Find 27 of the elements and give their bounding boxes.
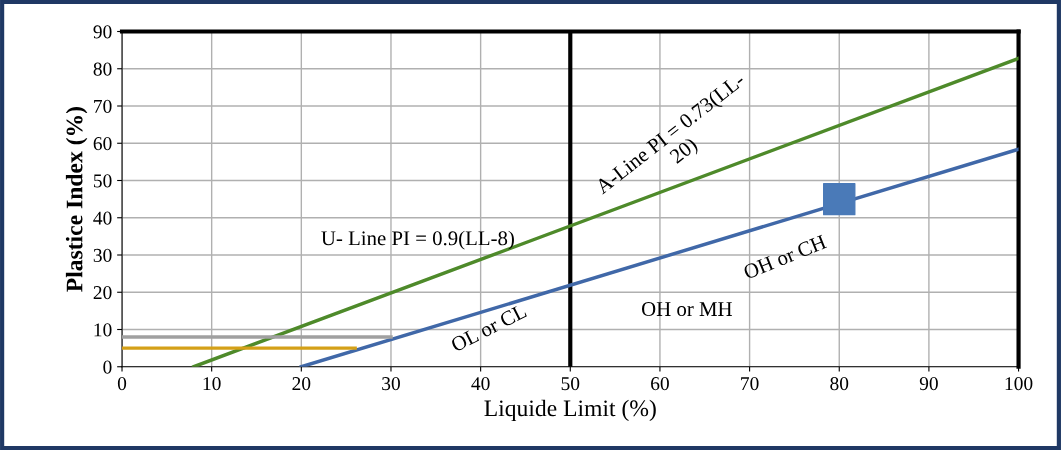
annotation: OH or CH	[742, 234, 828, 280]
annotation: U- Line PI = 0.9(LL-8)	[321, 230, 514, 250]
y-tick-label: 50	[93, 174, 112, 188]
x-tick-label: 50	[561, 377, 580, 391]
x-tick-label: 90	[919, 377, 938, 391]
y-tick-label: 20	[93, 286, 112, 300]
x-tick-label: 80	[830, 377, 849, 391]
annotation: OH or MH	[641, 302, 732, 317]
y-tick-label: 80	[93, 62, 112, 76]
y-axis-title: Plastice Index (%)	[65, 107, 88, 292]
x-tick-label: 20	[292, 377, 311, 391]
x-tick-label: 30	[382, 377, 400, 391]
x-tick-label: 60	[651, 377, 669, 391]
x-tick-label: 70	[741, 377, 759, 391]
y-tick-label: 10	[94, 323, 112, 337]
annotation: OL or CL	[450, 303, 528, 353]
x-tick-label: 40	[471, 377, 490, 391]
y-tick-label: 30	[93, 248, 112, 262]
x-tick-label: 100	[1005, 377, 1033, 391]
x-tick-label: 10	[203, 377, 221, 391]
y-tick-label: 60	[93, 137, 112, 151]
y-tick-label: 70	[94, 99, 112, 113]
y-tick-label: 40	[93, 211, 112, 225]
x-axis-title: Liquide Limit (%)	[484, 399, 656, 422]
y-tick-label: 90	[93, 25, 112, 39]
x-tick-label: 0	[117, 377, 127, 391]
y-tick-label: 0	[103, 360, 112, 374]
